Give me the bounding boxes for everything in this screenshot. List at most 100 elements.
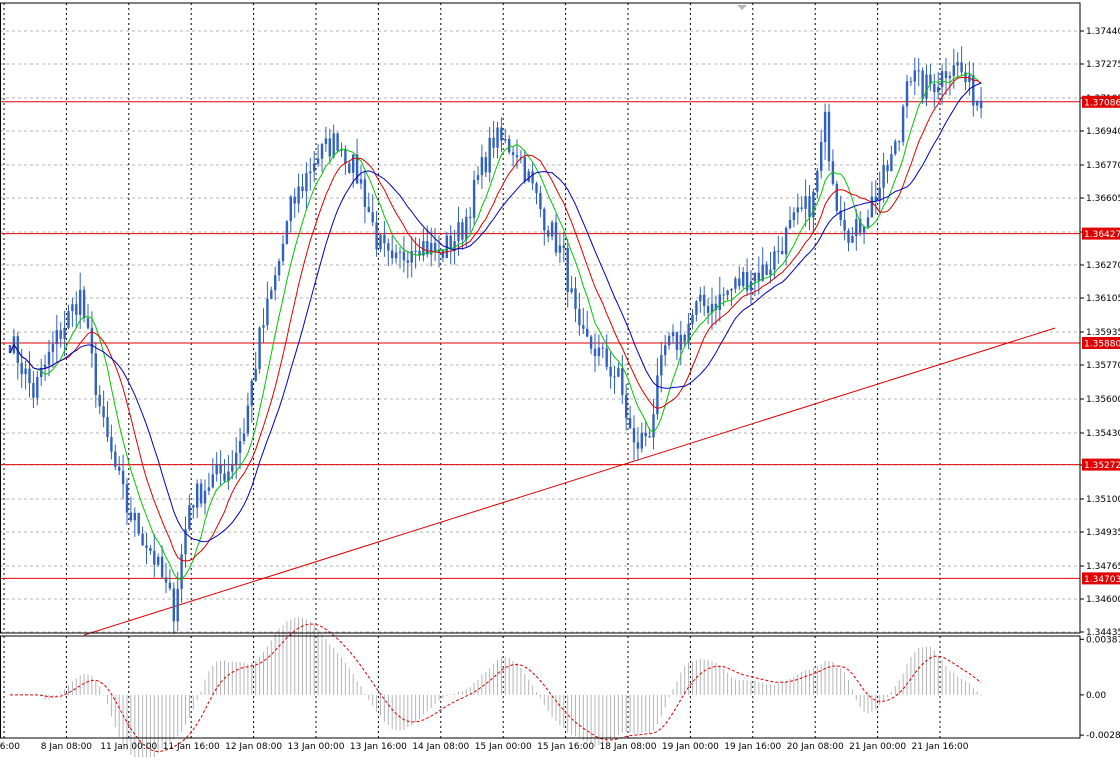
candle-body — [636, 442, 640, 449]
candle-body — [745, 271, 749, 291]
x-tick-label: 12 Jan 08:00 — [225, 742, 282, 752]
candle-body — [609, 366, 612, 377]
candle-body — [730, 288, 733, 291]
candle-body — [441, 249, 445, 259]
candle-body — [90, 327, 94, 354]
candle-body — [640, 432, 643, 449]
candle-body — [293, 196, 296, 204]
candle-body — [870, 196, 874, 218]
candle-body — [601, 347, 604, 349]
candle-body — [238, 441, 242, 453]
candle-body — [172, 588, 175, 622]
candle-body — [199, 483, 203, 504]
y-tick-label: 1.35430 — [1086, 429, 1120, 439]
candle-body — [47, 351, 51, 365]
candle-body — [469, 216, 472, 218]
candle-body — [535, 183, 538, 194]
oscillator — [10, 617, 982, 761]
candle-body — [433, 242, 437, 253]
candle-body — [632, 428, 636, 443]
candle-body — [695, 301, 698, 315]
candle-body — [86, 318, 90, 328]
candle-body — [901, 106, 905, 142]
candle-body — [129, 512, 133, 521]
candle-body — [515, 155, 519, 158]
candle-body — [847, 230, 850, 243]
y-tick-label: 1.36270 — [1086, 261, 1120, 271]
candle-body — [765, 264, 768, 275]
candle-body — [250, 380, 253, 406]
candle-body — [316, 158, 320, 164]
candle-body — [781, 250, 784, 255]
candle-body — [480, 157, 484, 176]
candle-body — [500, 127, 503, 141]
candle-body — [613, 376, 616, 378]
candle-body — [484, 157, 487, 173]
candle-body — [878, 187, 881, 202]
candle-body — [141, 533, 144, 546]
level-tag — [1082, 337, 1120, 349]
candle-body — [660, 355, 663, 376]
candle-body — [75, 304, 78, 315]
y-tick-label: 1.34435 — [1086, 628, 1120, 638]
candle-body — [554, 222, 558, 253]
candle-body — [488, 137, 491, 173]
candle-body — [683, 334, 686, 342]
candle-body — [543, 209, 546, 231]
candle-body — [180, 554, 183, 589]
candle-body — [106, 417, 109, 438]
x-tick-label: 21 Jan 00:00 — [849, 742, 906, 752]
candle-body — [398, 251, 402, 253]
candle-body — [886, 165, 889, 172]
candle-body — [882, 165, 885, 188]
y-tick-label: 1.37275 — [1086, 60, 1120, 70]
candle-body — [40, 367, 43, 377]
candle-body — [976, 100, 979, 106]
candle-body — [703, 294, 706, 307]
candle-body — [476, 175, 480, 180]
candle-body — [328, 138, 331, 157]
candle-body — [383, 234, 386, 244]
candle-body — [394, 252, 398, 259]
candle-body — [562, 245, 565, 248]
candle-body — [297, 186, 300, 204]
oscillator-panel-frame — [0, 635, 1081, 739]
main-panel-frame — [0, 2, 1081, 634]
candle-body — [820, 142, 823, 171]
candle-body — [566, 247, 569, 292]
candle-body — [211, 474, 214, 488]
candle-body — [722, 294, 725, 296]
candle-body — [589, 336, 593, 349]
candle-body — [359, 179, 363, 184]
candle-body — [375, 222, 378, 250]
candle-body — [242, 433, 246, 442]
candle-body — [82, 289, 86, 319]
candle-body — [898, 141, 901, 143]
candle-body — [227, 471, 230, 481]
candle-body — [913, 70, 916, 82]
candle-body — [866, 217, 870, 227]
candle-body — [835, 183, 838, 211]
candle-body — [979, 100, 983, 109]
candle-body — [16, 336, 19, 363]
x-tick-label: 19 Jan 00:00 — [662, 742, 719, 752]
candle-body — [313, 163, 316, 172]
candle-body — [574, 288, 577, 309]
candle-body — [671, 332, 675, 337]
y-tick-label: 1.36605 — [1086, 194, 1120, 204]
osc-y-tick-label: -0.00280 — [1086, 731, 1120, 741]
candle-body — [808, 196, 811, 218]
candle-body — [812, 191, 815, 218]
candle-body — [718, 294, 721, 311]
x-tick-label: 14 Jan 08:00 — [412, 742, 469, 752]
candle-body — [472, 179, 476, 218]
candle-body — [675, 332, 679, 350]
candle-body — [137, 512, 140, 534]
y-tick-label: 1.34600 — [1086, 595, 1120, 605]
y-tick-label: 1.35770 — [1086, 361, 1120, 371]
candle-body — [102, 406, 105, 418]
x-tick-label: 18 Jan 08:00 — [600, 742, 657, 752]
level-tag-label: 1.36427 — [1084, 230, 1120, 240]
